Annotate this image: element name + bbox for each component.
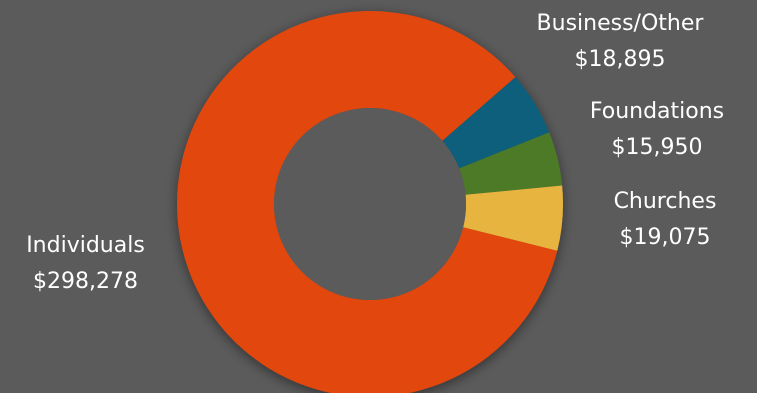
slice-label-churches: Churches $19,075	[590, 184, 740, 256]
slice-category-label: Business/Other	[536, 11, 704, 36]
slice-category-label: Churches	[613, 189, 717, 214]
slice-label-individuals: Individuals $298,278	[8, 228, 163, 300]
slice-label-foundations: Foundations $15,950	[565, 94, 749, 166]
slice-label-business-other: Business/Other $18,895	[508, 6, 732, 78]
slice-value-label: $18,895	[574, 47, 666, 72]
slice-value-label: $15,950	[611, 135, 703, 160]
slice-foundations	[459, 132, 563, 195]
slice-churches	[463, 185, 563, 251]
slice-business-other	[442, 77, 550, 169]
donut-hole	[274, 108, 466, 300]
slice-category-label: Foundations	[589, 99, 725, 124]
slice-category-label: Individuals	[26, 233, 145, 258]
slice-value-label: $19,075	[619, 225, 711, 250]
slice-individuals	[177, 11, 558, 393]
slice-value-label: $298,278	[33, 269, 138, 294]
